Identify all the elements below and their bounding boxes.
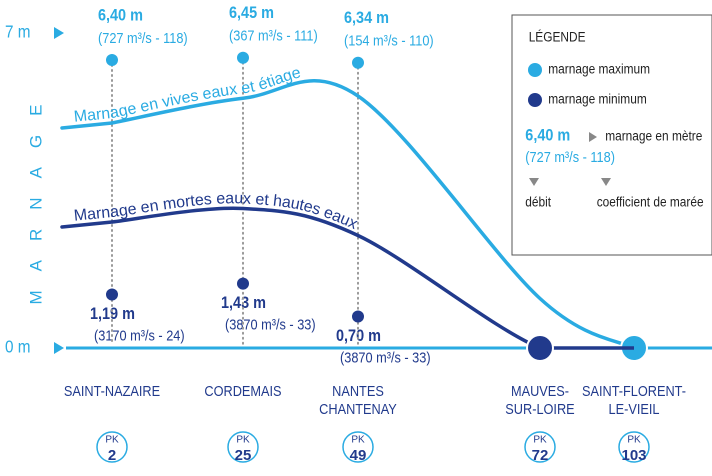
point: [237, 51, 249, 64]
legend-example-detail: (727 m³/s - 118): [525, 148, 615, 165]
legend-example-value: 6,40 m: [525, 126, 570, 144]
point: [106, 288, 118, 301]
point-value-label: 6,45 m: [229, 4, 274, 22]
legend-example-meaning: marnage en mètre: [605, 128, 702, 144]
pk-badge: [96, 431, 128, 463]
legend: LÉGENDE marnage maximum marnage minimum …: [525, 29, 703, 210]
tick-mark: [54, 342, 64, 354]
pk-value: 103: [621, 447, 646, 464]
curve: [111, 206, 634, 350]
pk-label: PK: [105, 435, 119, 446]
x-tick-label: SAINT-FLORENT-: [582, 382, 686, 399]
x-tick-label: CORDEMAIS: [204, 382, 281, 399]
pk-value: 49: [350, 447, 367, 464]
legend-swatch: [528, 93, 542, 107]
x-tick-label: SUR-LOIRE: [505, 400, 574, 417]
pk-value: 72: [532, 447, 549, 464]
point-value-label: 0,70 m: [336, 327, 381, 345]
x-tick-label: LE-VIEIL: [609, 400, 660, 417]
point-value-label: 6,40 m: [98, 6, 143, 24]
curve-lead: [60, 121, 114, 130]
y-tick-label: 0 m: [5, 337, 30, 357]
point-detail: (3170 m³/s - 24): [94, 326, 185, 343]
point: [237, 277, 249, 290]
pk-value: 25: [235, 447, 252, 464]
x-tick-label: NANTES: [332, 382, 384, 399]
curve-lead: [60, 220, 114, 229]
x-tick-label: SAINT-NAZAIRE: [64, 382, 160, 399]
point: [106, 54, 118, 66]
legend-label: marnage minimum: [548, 91, 646, 107]
pk-label: PK: [533, 435, 547, 446]
pk-label: PK: [351, 435, 365, 446]
pk-label: PK: [236, 435, 250, 446]
x-tick-label: CHANTENAY: [319, 400, 397, 417]
legend-box: [511, 14, 712, 256]
x-tick-label: MAUVES-: [511, 382, 569, 399]
pk-value: 2: [108, 447, 116, 464]
point: [352, 56, 364, 69]
pk-label: PK: [627, 435, 641, 446]
pk-badge: [524, 431, 556, 463]
legend-flow: débit: [525, 194, 551, 210]
end-marker: [526, 334, 554, 362]
y-axis-label: MARNAGE: [26, 86, 45, 305]
legend-title: LÉGENDE: [529, 29, 586, 45]
legend-swatch: [528, 63, 542, 77]
legend-label: marnage maximum: [548, 61, 650, 77]
point-detail: (367 m³/s - 111): [229, 27, 318, 44]
pk-badge: [342, 431, 374, 463]
legend-arrow: [589, 132, 597, 142]
point-detail: (3870 m³/s - 33): [225, 316, 316, 333]
point-detail: (727 m³/s - 118): [98, 29, 188, 46]
curve-label-text: Marnage en vives eaux et étiage: [73, 65, 303, 126]
curve: [111, 79, 635, 350]
y-tick-label: 7 m: [5, 22, 30, 42]
point-value-label: 1,19 m: [90, 305, 135, 323]
point: [352, 310, 364, 323]
point-detail: (3870 m³/s - 33): [340, 348, 431, 365]
labels: 7 m 0 m 6,40 m (727 m³/s - 118) 6,45 m (367 m…: [5, 4, 686, 417]
curve-label: Marnage en vives eaux et étiage: [73, 65, 303, 126]
legend-arrow: [529, 178, 539, 186]
pk-badge: [618, 431, 650, 463]
legend-arrow: [601, 178, 611, 186]
pk-badge: [227, 431, 259, 463]
tick-mark: [54, 27, 64, 39]
curve-label-text: Marnage en mortes eaux et hautes eaux: [73, 190, 360, 233]
point-detail: (154 m³/s - 110): [344, 32, 434, 49]
curve-label: Marnage en mortes eaux et hautes eaux: [73, 190, 360, 233]
point-value-label: 6,34 m: [344, 9, 389, 27]
legend-tide: coefficient de marée: [597, 194, 704, 210]
